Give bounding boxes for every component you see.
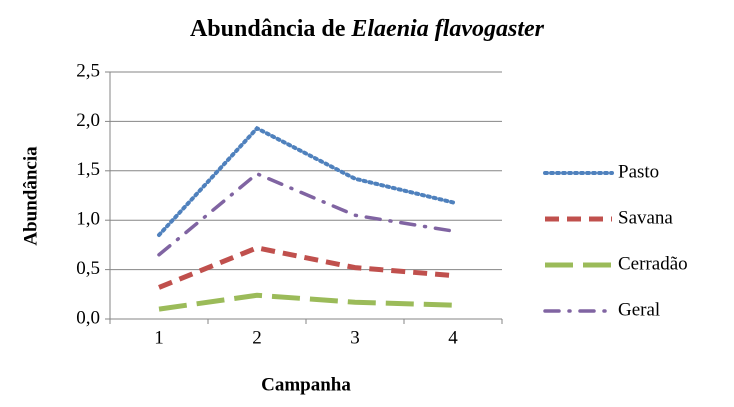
y-tick-label: 2,0 — [76, 110, 100, 131]
series-line — [158, 245, 454, 290]
title-text: Abundância de — [190, 16, 346, 42]
x-tick-label: 3 — [350, 327, 360, 348]
y-tick-label: 2,5 — [76, 60, 100, 81]
y-tick-label: 1,0 — [76, 209, 100, 230]
chart-title: Abundância de Elaenia flavogaster — [190, 16, 545, 42]
series-line — [157, 171, 455, 257]
y-tick-label: 1,5 — [76, 159, 100, 180]
x-tick-label: 2 — [252, 327, 262, 348]
legend-label: Savana — [618, 207, 673, 228]
x-tick-label: 4 — [448, 327, 458, 348]
y-tick-label: 0,0 — [76, 307, 100, 328]
title-species: Elaenia flavogaster — [350, 16, 544, 42]
series-line — [157, 125, 455, 238]
legend-label: Pasto — [618, 161, 659, 182]
series-line — [158, 292, 454, 312]
y-tick-label: 0,5 — [76, 258, 100, 279]
legend-label: Geral — [618, 299, 660, 320]
legend-label: Cerradão — [618, 253, 688, 274]
x-axis-label: Campanha — [261, 374, 351, 395]
y-axis-label: Abundância — [20, 146, 41, 246]
x-tick-label: 1 — [154, 327, 164, 348]
